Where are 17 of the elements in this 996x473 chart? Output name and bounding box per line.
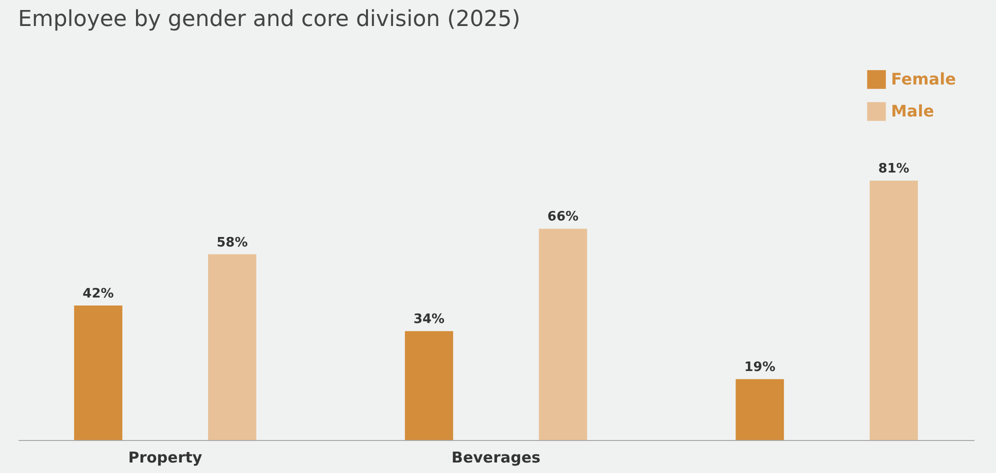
- data-label: 58%: [216, 235, 248, 250]
- bar: [870, 180, 918, 440]
- bar: [74, 306, 122, 440]
- data-label: 81%: [878, 162, 910, 177]
- chart-title: Employee by gender and core division (2025): [18, 7, 520, 32]
- x-tick-label: Beverages: [452, 448, 541, 466]
- data-label: 42%: [82, 286, 114, 302]
- data-label: 19%: [744, 360, 776, 376]
- bar: [208, 254, 256, 440]
- bar: [538, 228, 588, 440]
- legend-label: Female: [891, 70, 956, 88]
- legend-label: Male: [891, 102, 934, 120]
- data-label: 66%: [547, 210, 579, 225]
- bar: [404, 331, 454, 440]
- bar: [736, 379, 784, 440]
- x-tick-label: Property: [128, 448, 202, 466]
- data-label: 34%: [413, 312, 445, 328]
